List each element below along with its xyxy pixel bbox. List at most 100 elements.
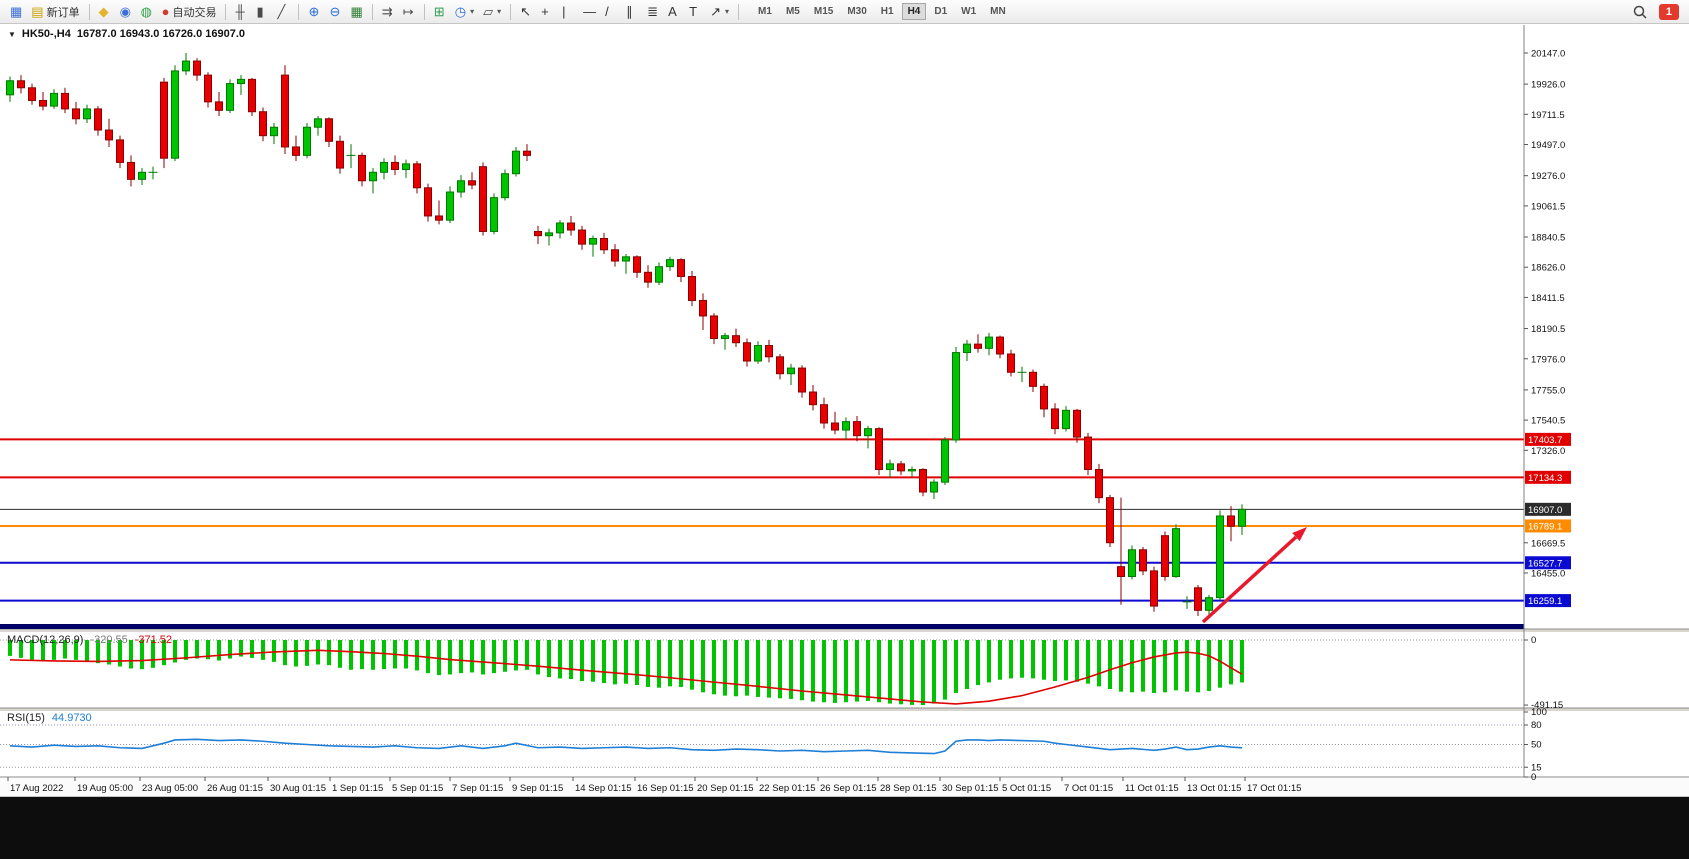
symbol-period: HK50-,H4 bbox=[21, 28, 71, 40]
svg-text:17 Aug 2022: 17 Aug 2022 bbox=[10, 783, 63, 794]
auto-scroll-button[interactable]: ⇉ bbox=[378, 2, 398, 22]
notification-badge[interactable]: 1 bbox=[1658, 3, 1679, 20]
svg-text:16527.7: 16527.7 bbox=[1528, 558, 1562, 569]
timeframe-m5-button[interactable]: M5 bbox=[780, 3, 806, 20]
price-scale[interactable]: 20147.0 19926.0 19711.5 19497.0 19276.0 19061… bbox=[1523, 25, 1565, 783]
cursor-button[interactable]: ↖ bbox=[516, 2, 536, 22]
toolbar: ▦ ▤ 新订单 ◆ ◉ ◍ ● 自动交易 ╫ ▮ ╱ ⊕ ⊖ ▦ ⇉ ↦ ⊞ ◷ ▾ ▱ ▾ ↖ + | — / ∥ ≣ A T ↗ ▾ M1… bbox=[0, 0, 1689, 24]
crosshair-button[interactable]: + bbox=[537, 2, 557, 22]
trendline-icon: / bbox=[605, 4, 609, 19]
rsi-label: RSI(15) 44.9730 bbox=[7, 712, 92, 724]
svg-text:17403.7: 17403.7 bbox=[1528, 435, 1562, 446]
periods-icon: ◷ bbox=[454, 4, 467, 19]
time-axis[interactable]: 17 Aug 2022 19 Aug 05:00 23 Aug 05:00 26 Au… bbox=[7, 777, 1301, 794]
auto-trading-button-label: 自动交易 bbox=[172, 6, 217, 19]
new-chart-button[interactable]: ▦ bbox=[6, 2, 26, 22]
line-chart-button[interactable]: ╱ bbox=[273, 2, 293, 22]
svg-text:23 Aug 05:00: 23 Aug 05:00 bbox=[142, 783, 198, 794]
toolbar-buttons: ▦ ▤ 新订单 ◆ ◉ ◍ ● 自动交易 ╫ ▮ ╱ ⊕ ⊖ ▦ ⇉ ↦ ⊞ ◷ ▾ ▱ ▾ ↖ + | — / ∥ ≣ A T ↗ ▾ bbox=[6, 2, 743, 22]
svg-text:19926.0: 19926.0 bbox=[1531, 80, 1565, 91]
svg-text:30 Aug 01:15: 30 Aug 01:15 bbox=[270, 783, 326, 794]
timeframe-h4-button[interactable]: H4 bbox=[901, 3, 927, 20]
svg-text:9 Sep 01:15: 9 Sep 01:15 bbox=[512, 783, 563, 794]
templates-icon: ▱ bbox=[483, 4, 494, 19]
templates-button[interactable]: ▱ ▾ bbox=[479, 2, 505, 22]
chart-canvas[interactable]: 20147.0 19926.0 19711.5 19497.0 19276.0 19061… bbox=[0, 0, 1689, 797]
svg-text:19061.5: 19061.5 bbox=[1531, 201, 1565, 212]
fibonacci-button[interactable]: ≣ bbox=[643, 2, 663, 22]
text-icon: A bbox=[668, 4, 677, 19]
chart-region[interactable]: 20147.0 19926.0 19711.5 19497.0 19276.0 19061… bbox=[0, 0, 1689, 797]
trendline-button[interactable]: / bbox=[601, 2, 621, 22]
trend-arrow-annotation[interactable] bbox=[1201, 527, 1307, 624]
toolbar-separator bbox=[225, 3, 227, 20]
svg-text:100: 100 bbox=[1531, 707, 1547, 718]
chart-shift-button[interactable]: ↦ bbox=[399, 2, 419, 22]
chart-shift-icon: ↦ bbox=[402, 4, 414, 19]
chart-title: ▼ HK50-,H4 16787.0 16943.0 16726.0 16907… bbox=[8, 28, 245, 40]
timeframe-mn-button[interactable]: MN bbox=[984, 3, 1012, 20]
timeframe-m15-button[interactable]: M15 bbox=[808, 3, 839, 20]
timeframe-m1-button[interactable]: M1 bbox=[752, 3, 778, 20]
indicators-button[interactable]: ⊞ bbox=[430, 2, 450, 22]
svg-text:19711.5: 19711.5 bbox=[1531, 110, 1565, 121]
svg-text:19276.0: 19276.0 bbox=[1531, 171, 1565, 182]
svg-text:16455.0: 16455.0 bbox=[1531, 569, 1565, 580]
ohlc-values: 16787.0 16943.0 16726.0 16907.0 bbox=[76, 28, 246, 40]
svg-text:5 Oct 01:15: 5 Oct 01:15 bbox=[1002, 783, 1051, 794]
dropdown-caret-icon: ▾ bbox=[725, 7, 730, 16]
svg-text:17976.0: 17976.0 bbox=[1531, 354, 1565, 365]
svg-text:17 Oct 01:15: 17 Oct 01:15 bbox=[1247, 783, 1301, 794]
timeframe-m30-button[interactable]: M30 bbox=[841, 3, 872, 20]
market-watch-button[interactable]: ◍ bbox=[137, 2, 157, 22]
zoom-in-button[interactable]: ⊕ bbox=[304, 2, 324, 22]
dropdown-caret-icon: ▾ bbox=[470, 7, 475, 16]
macd-signal-value: -371.52 bbox=[134, 634, 173, 646]
tile-windows-button[interactable]: ▦ bbox=[346, 2, 366, 22]
horizontal-line-button[interactable]: — bbox=[579, 2, 600, 22]
macd-value: -320.55 bbox=[90, 634, 128, 646]
channel-button[interactable]: ∥ bbox=[622, 2, 642, 22]
periods-button[interactable]: ◷ ▾ bbox=[451, 2, 478, 22]
svg-text:50: 50 bbox=[1531, 740, 1542, 751]
svg-text:17755.0: 17755.0 bbox=[1531, 385, 1565, 396]
macd-name: MACD(12,26,9) bbox=[7, 634, 84, 646]
svg-text:17540.5: 17540.5 bbox=[1531, 416, 1565, 427]
timeframe-h1-button[interactable]: H1 bbox=[875, 3, 900, 20]
svg-text:13 Oct 01:15: 13 Oct 01:15 bbox=[1187, 783, 1241, 794]
panel-chrome[interactable] bbox=[0, 628, 1689, 797]
svg-text:5 Sep 01:15: 5 Sep 01:15 bbox=[392, 783, 443, 794]
auto-trading-icon: ● bbox=[161, 4, 170, 19]
candle-chart-button[interactable]: ▮ bbox=[252, 2, 272, 22]
svg-text:7 Sep 01:15: 7 Sep 01:15 bbox=[452, 783, 503, 794]
svg-text:0: 0 bbox=[1531, 772, 1536, 783]
collapse-triangle-icon[interactable]: ▼ bbox=[8, 29, 16, 39]
market-watch-icon: ◍ bbox=[140, 4, 152, 19]
toolbar-right: 1 bbox=[1629, 2, 1683, 22]
svg-text:22 Sep 01:15: 22 Sep 01:15 bbox=[759, 783, 816, 794]
toolbar-separator bbox=[423, 3, 425, 20]
text-label-button[interactable]: T bbox=[685, 2, 705, 22]
text-button[interactable]: A bbox=[664, 2, 684, 22]
timeframe-w1-button[interactable]: W1 bbox=[955, 3, 982, 20]
profiles-button[interactable]: ◉ bbox=[116, 2, 136, 22]
timeframe-d1-button[interactable]: D1 bbox=[928, 3, 953, 20]
auto-trading-button[interactable]: ● 自动交易 bbox=[158, 2, 221, 22]
expert-advisors-button[interactable]: ◆ bbox=[95, 2, 115, 22]
zoom-in-icon: ⊕ bbox=[308, 4, 320, 19]
timeframe-bar: M1 M5 M15 M30 H1 H4 D1 W1 MN bbox=[752, 3, 1012, 20]
svg-text:16789.1: 16789.1 bbox=[1528, 521, 1562, 532]
svg-text:17326.0: 17326.0 bbox=[1531, 446, 1565, 457]
zoom-out-button[interactable]: ⊖ bbox=[325, 2, 345, 22]
search-button[interactable] bbox=[1629, 2, 1651, 22]
arrows-button[interactable]: ↗ ▾ bbox=[706, 2, 733, 22]
svg-text:-491.15: -491.15 bbox=[1531, 700, 1563, 711]
new-order-button[interactable]: ▤ 新订单 bbox=[27, 2, 83, 22]
cursor-icon: ↖ bbox=[520, 4, 532, 19]
bar-chart-button[interactable]: ╫ bbox=[231, 2, 251, 22]
vertical-line-button[interactable]: | bbox=[558, 2, 578, 22]
svg-text:7 Oct 01:15: 7 Oct 01:15 bbox=[1064, 783, 1113, 794]
svg-text:18626.0: 18626.0 bbox=[1531, 263, 1565, 274]
fibonacci-icon: ≣ bbox=[647, 4, 659, 19]
macd-label: MACD(12,26,9) -320.55 -371.52 bbox=[7, 634, 172, 646]
